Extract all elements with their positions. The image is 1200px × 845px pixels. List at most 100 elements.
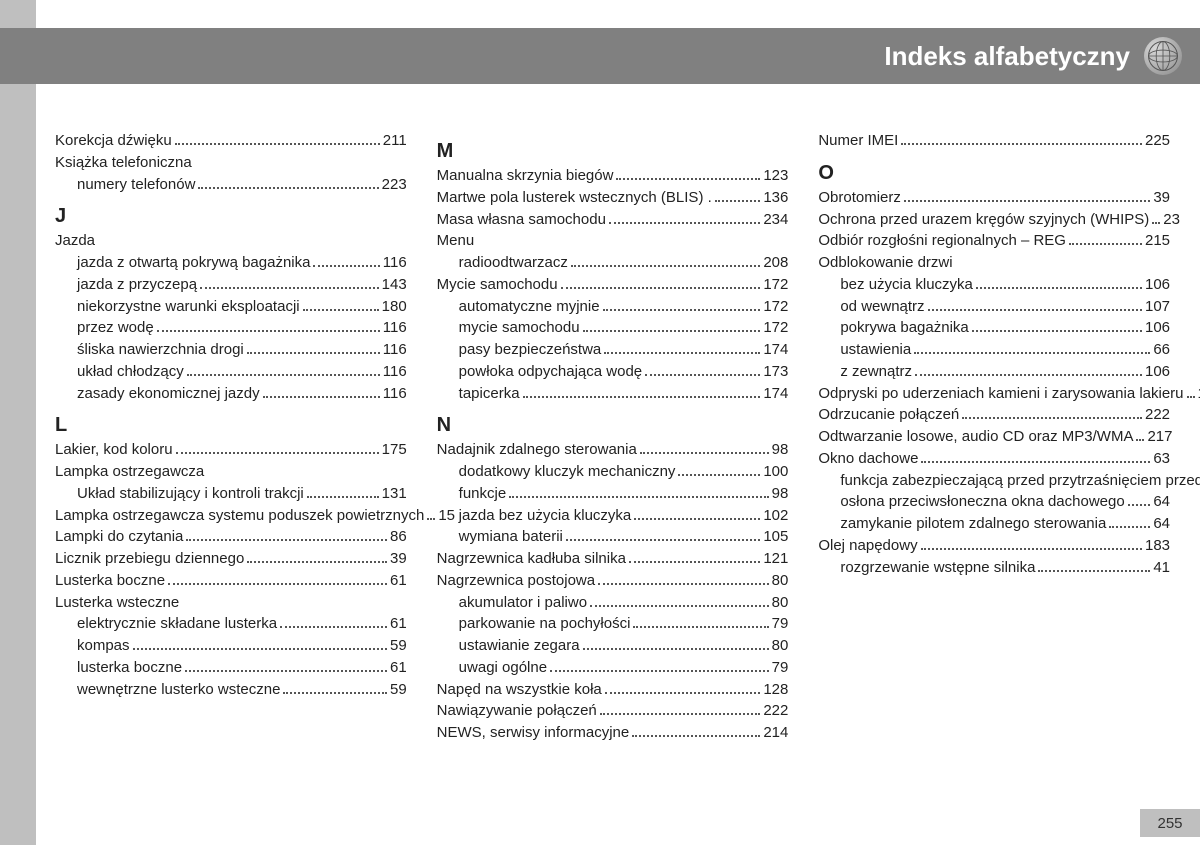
entry-page: 107	[1145, 296, 1170, 318]
entry-page: 59	[390, 679, 407, 701]
entry-page: 116	[383, 339, 407, 361]
index-entry: przez wodę116	[55, 317, 407, 339]
entry-page: 66	[1153, 339, 1170, 361]
entry-page: 106	[1145, 361, 1170, 383]
entry-page: 214	[763, 722, 788, 744]
entry-label: kompas	[77, 635, 130, 657]
entry-label: osłona przeciwsłoneczna okna dachowego	[840, 491, 1124, 513]
entry-label: zamykanie pilotem zdalnego sterowania	[840, 513, 1106, 535]
entry-label: elektrycznie składane lusterka	[77, 613, 277, 635]
leader-dots	[1038, 558, 1150, 572]
leader-dots	[603, 297, 761, 311]
entry-page: 61	[390, 657, 407, 679]
leader-dots	[972, 319, 1142, 333]
entry-page: 217	[1147, 426, 1172, 448]
index-entry: parkowanie na pochyłości79	[437, 613, 789, 635]
entry-label: akumulator i paliwo	[459, 592, 587, 614]
index-entry: Manualna skrzynia biegów123	[437, 165, 789, 187]
leader-dots	[634, 506, 760, 520]
index-letter: N	[437, 414, 789, 437]
leader-dots	[187, 362, 380, 376]
index-heading: Jazda	[55, 230, 407, 252]
index-entry: Ochrona przed urazem kręgów szyjnych (WH…	[818, 209, 1170, 231]
globe-icon	[1144, 37, 1182, 75]
entry-label: NEWS, serwisy informacyjne	[437, 722, 630, 744]
entry-label: Olej napędowy	[818, 535, 917, 557]
leader-dots	[632, 724, 760, 738]
entry-page: 41	[1153, 557, 1170, 579]
entry-label: wewnętrzne lusterko wsteczne	[77, 679, 280, 701]
index-heading: Książka telefoniczna	[55, 152, 407, 174]
index-entry: z zewnątrz106	[818, 361, 1170, 383]
entry-page: 61	[390, 570, 407, 592]
entry-page: 180	[382, 296, 407, 318]
index-entry: automatyczne myjnie172	[437, 296, 789, 318]
entry-page: 116	[383, 383, 407, 405]
leader-dots	[157, 319, 380, 333]
index-entry: Lusterka boczne61	[55, 570, 407, 592]
entry-page: 80	[772, 570, 789, 592]
index-entry: Lampki do czytania86	[55, 526, 407, 548]
leader-dots	[715, 188, 761, 202]
leader-dots	[583, 637, 769, 651]
leader-dots	[590, 593, 769, 607]
entry-label: Lampki do czytania	[55, 526, 183, 548]
entry-label: przez wodę	[77, 317, 154, 339]
entry-label: Masa własna samochodu	[437, 209, 606, 231]
leader-dots	[200, 275, 379, 289]
index-entry: dodatkowy kluczyk mechaniczny100	[437, 461, 789, 483]
entry-page: 175	[382, 439, 407, 461]
index-entry: osłona przeciwsłoneczna okna dachowego64	[818, 491, 1170, 513]
index-letter: L	[55, 414, 407, 437]
entry-label: funkcja zabezpieczającą przed przytrzaśn…	[840, 470, 1200, 492]
entry-label: zasady ekonomicznej jazdy	[77, 383, 260, 405]
index-entry: Odrzucanie połączeń222	[818, 404, 1170, 426]
entry-page: 173	[763, 361, 788, 383]
leader-dots	[904, 188, 1150, 202]
entry-label: Nadajnik zdalnego sterowania	[437, 439, 637, 461]
entry-label: Odrzucanie połączeń	[818, 404, 959, 426]
leader-dots	[185, 658, 387, 672]
leader-dots	[168, 571, 387, 585]
index-entry: zasady ekonomicznej jazdy 116	[55, 383, 407, 405]
leader-dots	[583, 319, 761, 333]
leader-dots	[313, 254, 379, 268]
column-3: Numer IMEI225OObrotomierz39Ochrona przed…	[818, 130, 1170, 795]
leader-dots	[600, 702, 761, 716]
index-entry: funkcja zabezpieczającą przed przytrzaśn…	[818, 470, 1170, 492]
leader-dots	[509, 484, 768, 498]
entry-label: funkcje	[459, 483, 507, 505]
index-letter: O	[818, 162, 1170, 185]
entry-label: Lakier, kod koloru	[55, 439, 173, 461]
leader-dots	[604, 341, 760, 355]
entry-page: 80	[772, 592, 789, 614]
entry-page: 172	[763, 274, 788, 296]
index-entry: jazda bez użycia kluczyka102	[437, 505, 789, 527]
entry-page: 211	[383, 130, 407, 152]
entry-page: 131	[382, 483, 407, 505]
leader-dots	[598, 571, 769, 585]
entry-label: Numer IMEI	[818, 130, 898, 152]
index-entry: NEWS, serwisy informacyjne 214	[437, 722, 789, 744]
leader-dots	[976, 275, 1142, 289]
entry-page: 172	[763, 317, 788, 339]
index-entry: Okno dachowe63	[818, 448, 1170, 470]
index-entry: Mycie samochodu 172	[437, 274, 789, 296]
entry-label: Mycie samochodu	[437, 274, 558, 296]
leader-dots	[609, 210, 760, 224]
leader-dots	[921, 536, 1142, 550]
index-entry: Numer IMEI225	[818, 130, 1170, 152]
entry-label: lusterka boczne	[77, 657, 182, 679]
index-entry: tapicerka174	[437, 383, 789, 405]
page-number: 255	[1140, 809, 1200, 837]
entry-page: 208	[763, 252, 788, 274]
column-1: Korekcja dźwięku211Książka telefonicznan…	[55, 130, 407, 795]
entry-page: 136	[763, 187, 788, 209]
leader-dots	[550, 658, 769, 672]
index-entry: ustawienia66	[818, 339, 1170, 361]
leader-dots	[640, 441, 769, 455]
index-entry: pokrywa bagażnika106	[818, 317, 1170, 339]
leader-dots	[247, 341, 380, 355]
entry-label: śliska nawierzchnia drogi	[77, 339, 244, 361]
header-bar: Indeks alfabetyczny	[0, 28, 1200, 84]
